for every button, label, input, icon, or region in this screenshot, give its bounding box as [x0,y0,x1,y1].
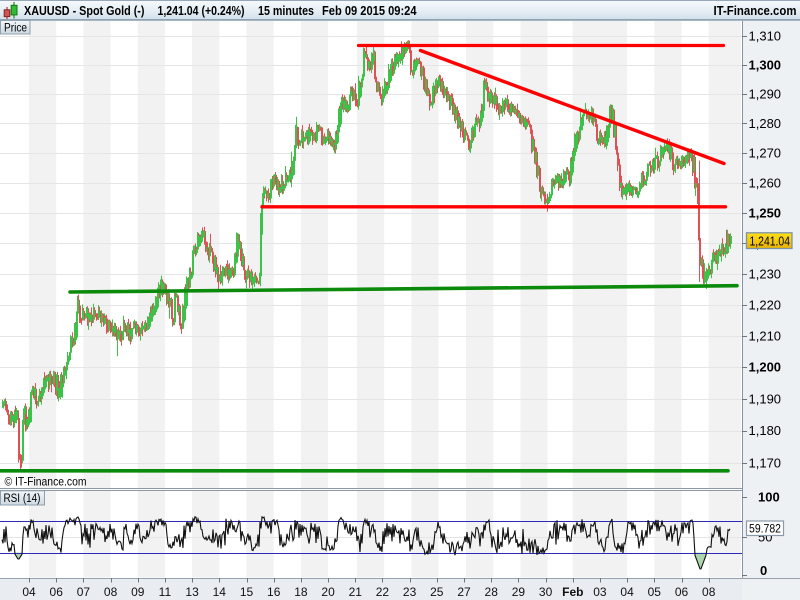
svg-text:© IT-Finance.com: © IT-Finance.com [5,475,87,489]
svg-text:15: 15 [240,585,254,599]
svg-text:15 minutes: 15 minutes [258,4,314,18]
svg-text:30: 30 [539,585,553,599]
svg-text:IT-Finance.com: IT-Finance.com [714,4,797,18]
svg-text:XAUUSD - Spot Gold (-): XAUUSD - Spot Gold (-) [24,4,145,18]
svg-text:22: 22 [376,585,390,599]
svg-text:04: 04 [620,585,634,599]
svg-text:1,300: 1,300 [749,57,782,72]
svg-text:23: 23 [403,585,417,599]
svg-text:06: 06 [675,585,689,599]
svg-text:07: 07 [77,585,91,599]
svg-text:1,250: 1,250 [749,206,782,221]
svg-text:14: 14 [213,585,227,599]
svg-text:1,210: 1,210 [749,328,782,343]
svg-text:Feb: Feb [562,585,583,599]
svg-text:1,190: 1,190 [749,391,782,406]
svg-text:Price: Price [4,22,27,34]
svg-text:1,170: 1,170 [749,455,782,470]
svg-text:11: 11 [159,585,172,599]
svg-text:03: 03 [593,585,607,599]
svg-text:RSI (14): RSI (14) [4,493,41,505]
svg-text:05: 05 [648,585,662,599]
svg-text:04: 04 [22,585,36,599]
svg-text:13: 13 [185,585,199,599]
svg-text:25: 25 [430,585,444,599]
svg-text:1,270: 1,270 [749,146,782,161]
svg-text:18: 18 [294,585,308,599]
svg-text:28: 28 [485,585,499,599]
svg-text:1,180: 1,180 [749,423,782,438]
svg-text:1,230: 1,230 [749,266,782,281]
svg-text:0: 0 [760,563,767,578]
svg-text:20: 20 [321,585,335,599]
svg-text:1,241.04 (+0.24%): 1,241.04 (+0.24%) [158,4,245,18]
svg-text:1,241.04: 1,241.04 [750,234,791,248]
svg-text:16: 16 [267,585,281,599]
svg-text:06: 06 [50,585,64,599]
svg-text:27: 27 [457,585,471,599]
svg-text:Feb 09 2015 09:24: Feb 09 2015 09:24 [322,4,417,18]
svg-text:21: 21 [349,585,363,599]
svg-text:09: 09 [131,585,145,599]
svg-text:1,220: 1,220 [749,297,782,312]
svg-text:1,310: 1,310 [749,29,782,44]
svg-text:29: 29 [512,585,526,599]
svg-text:1,280: 1,280 [749,116,782,131]
svg-text:08: 08 [104,585,118,599]
svg-text:1,200: 1,200 [749,360,782,375]
svg-text:1,290: 1,290 [749,87,782,102]
svg-text:08: 08 [702,585,716,599]
svg-text:1,260: 1,260 [749,175,782,190]
svg-text:100: 100 [758,490,780,505]
svg-text:59.782: 59.782 [749,521,781,535]
